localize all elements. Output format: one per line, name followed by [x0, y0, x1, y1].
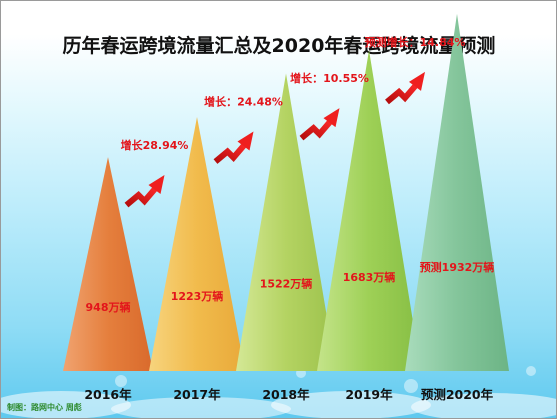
growth-arrowhead-2 [323, 108, 340, 128]
bar-1 [149, 117, 245, 371]
x-tick-label-1: 2017年 [173, 387, 221, 402]
bar-0 [63, 157, 153, 371]
bar-3 [317, 50, 421, 371]
bar-value-label-1: 1223万辆 [171, 289, 224, 303]
growth-label-1: 增长：24.48% [204, 95, 283, 109]
bars-layer [63, 13, 509, 371]
growth-label-0: 增长28.94% [121, 138, 189, 152]
growth-arrow-2 [299, 118, 334, 141]
x-tick-label-4: 预测2020年 [421, 387, 494, 402]
growth-arrow-3 [385, 81, 420, 105]
bar-value-label-2: 1522万辆 [260, 277, 313, 291]
arrows-layer [124, 71, 425, 208]
growth-arrowhead-3 [409, 71, 425, 91]
chart-credit: 制图：路网中心 周彪 [7, 402, 82, 412]
growth-arrowhead-0 [148, 175, 165, 195]
growth-arrowhead-1 [237, 131, 254, 151]
chart-title: 历年春运跨境流量汇总及2020年春运跨境流量预测 [63, 34, 496, 57]
labels-layer: 948万辆 2016年 1223万辆 2017年 1522万辆 2018年 1683万辆 20… [84, 35, 494, 402]
water-decoration [1, 366, 556, 418]
bar-2 [236, 73, 336, 371]
x-tick-label-0: 2016年 [84, 387, 132, 402]
growth-arrow-1 [213, 141, 248, 164]
bar-value-label-4: 预测1932万辆 [420, 260, 495, 274]
x-tick-label-3: 2019年 [345, 387, 393, 402]
bar-4 [405, 13, 509, 371]
bar-value-label-3: 1683万辆 [343, 270, 396, 284]
growth-label-3: 预测增长：14.84% [365, 35, 466, 49]
bar-value-label-0: 948万辆 [86, 300, 131, 314]
growth-arrow-0 [124, 185, 159, 208]
x-tick-label-2: 2018年 [262, 387, 310, 402]
growth-label-2: 增长：10.55% [290, 71, 369, 85]
